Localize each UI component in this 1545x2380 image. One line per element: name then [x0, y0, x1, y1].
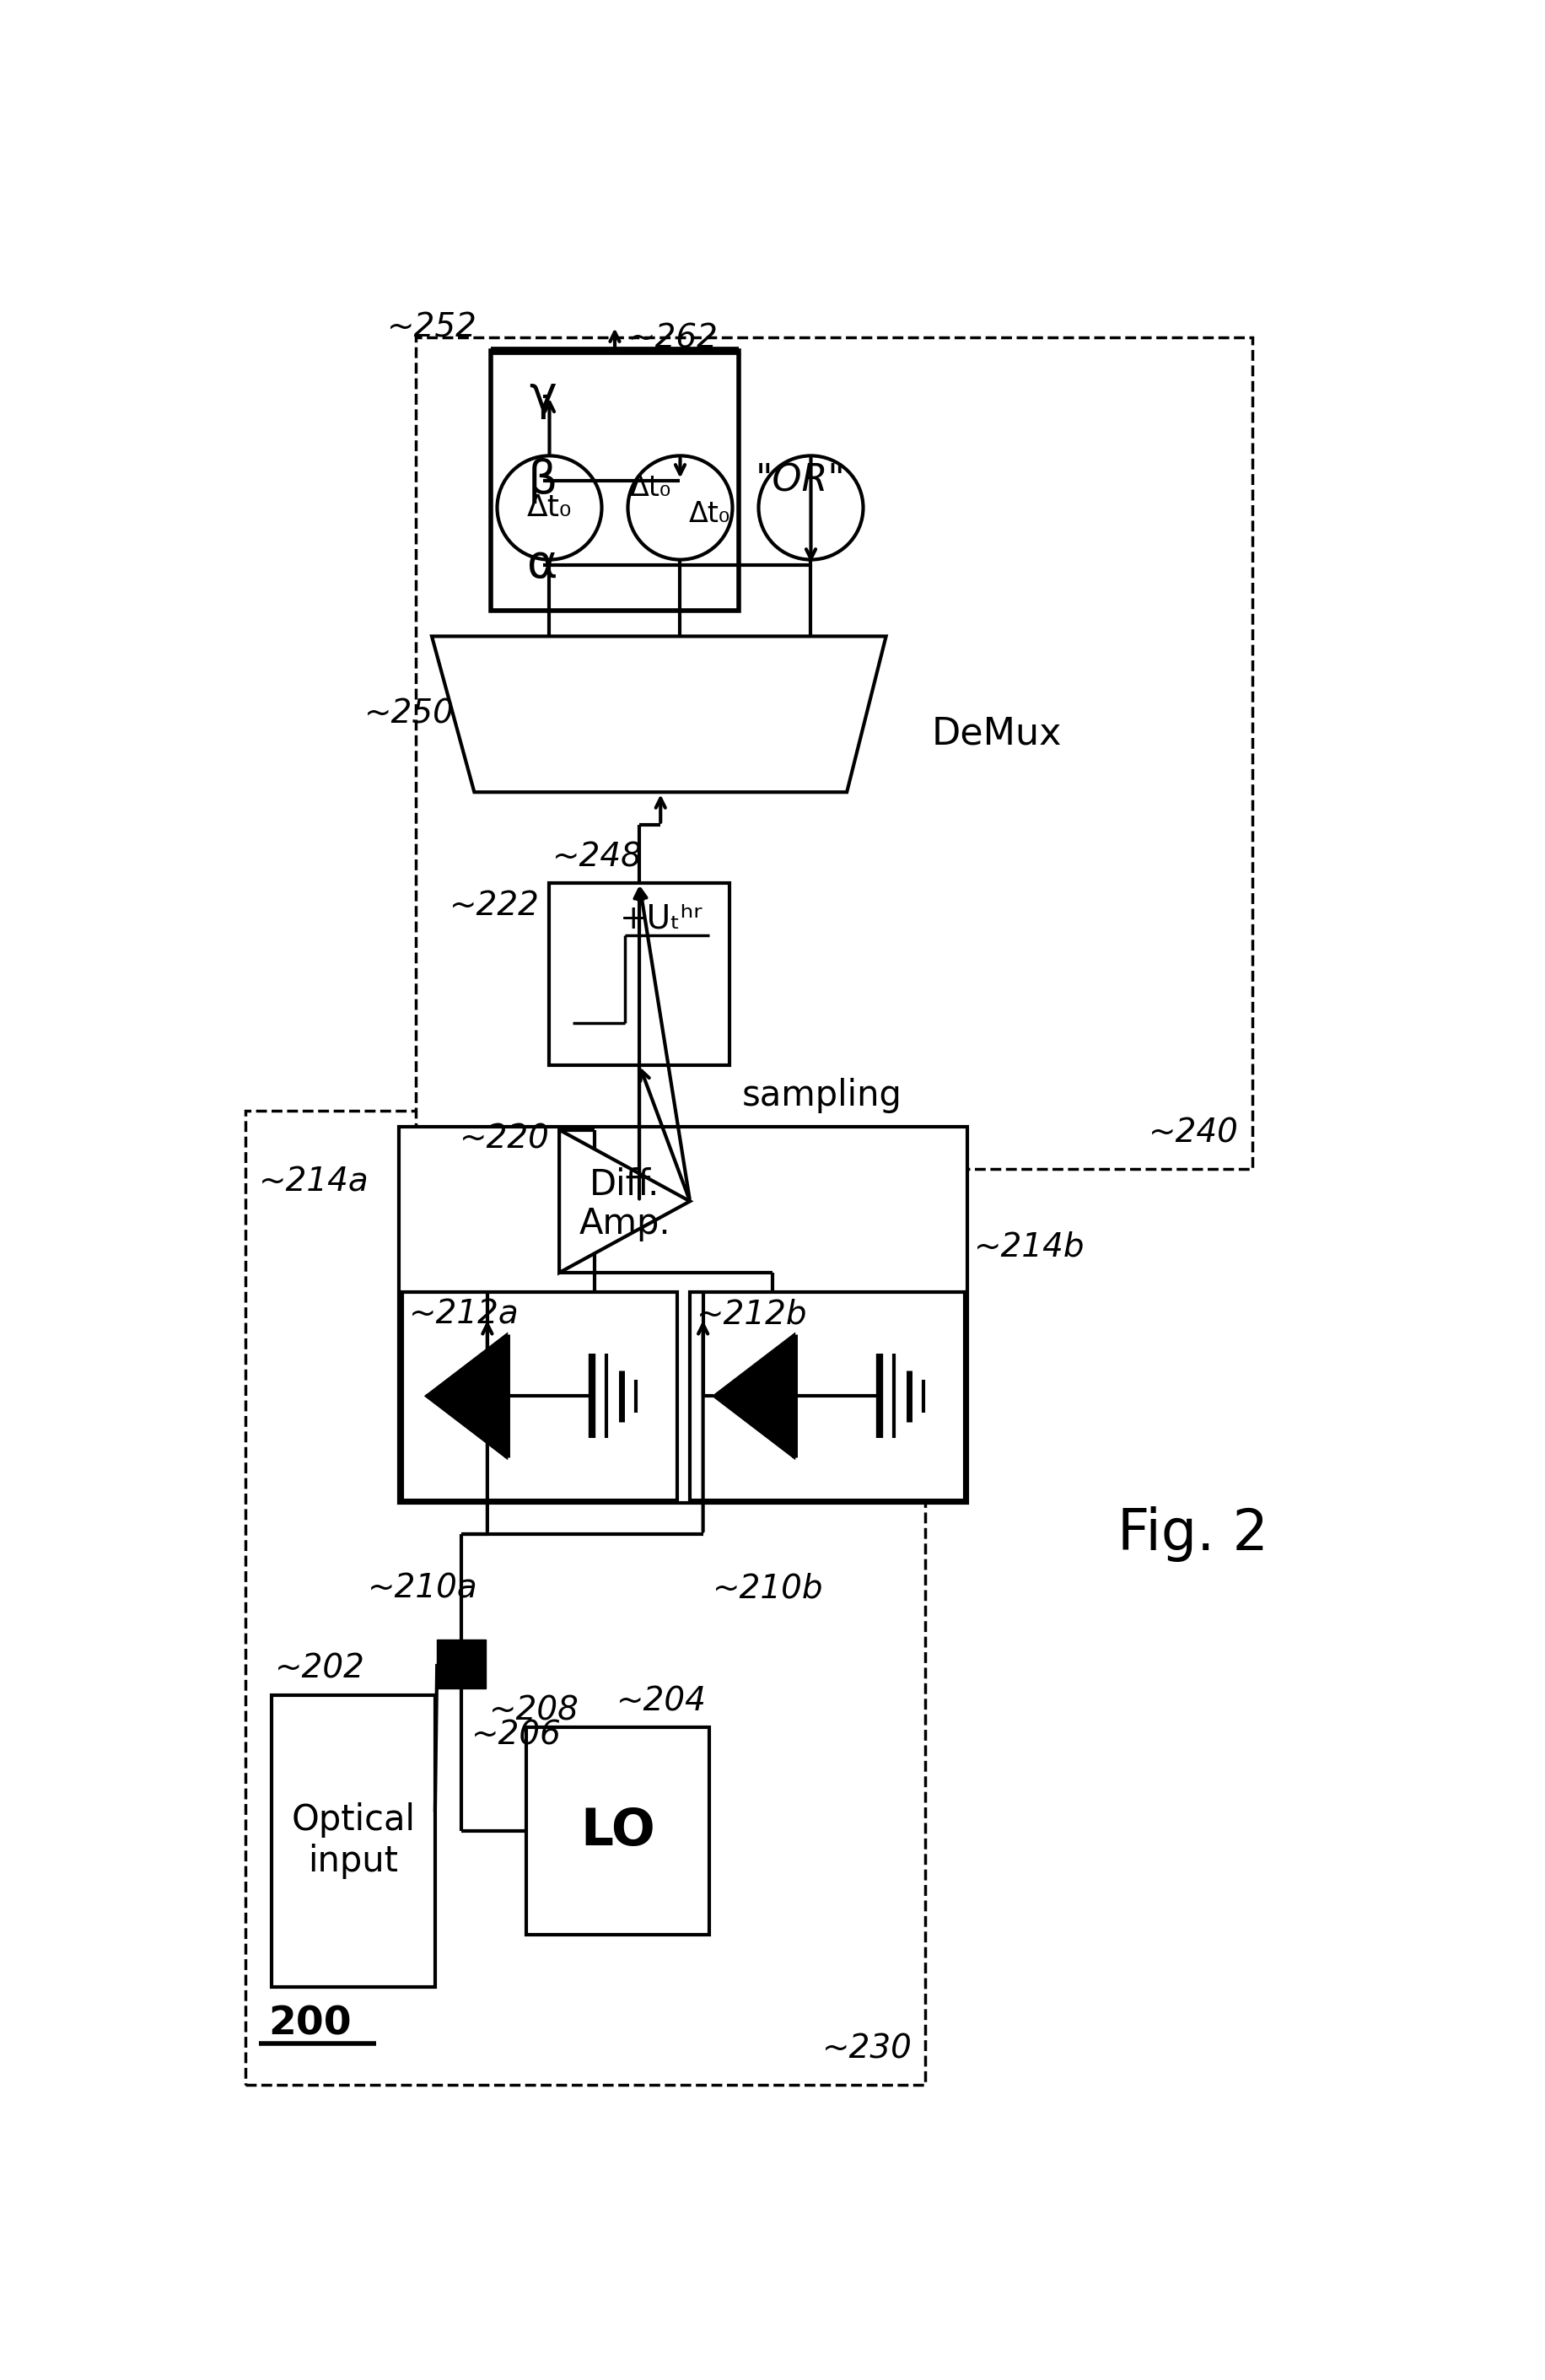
Text: ~250: ~250 [365, 697, 454, 731]
Text: ~252: ~252 [388, 312, 477, 345]
Polygon shape [431, 635, 885, 793]
Text: ~214b: ~214b [973, 1230, 1085, 1264]
Bar [272, 1695, 434, 1987]
Bar [548, 883, 729, 1064]
Text: ~230: ~230 [822, 2033, 912, 2066]
Text: Δt₀: Δt₀ [527, 493, 572, 521]
Text: γ: γ [528, 374, 556, 419]
Text: DeMux: DeMux [932, 716, 1061, 752]
Polygon shape [559, 1130, 689, 1273]
Bar [437, 1640, 485, 1687]
Text: ~208: ~208 [490, 1695, 579, 1728]
Bar [416, 338, 1251, 1169]
Text: ~262: ~262 [627, 324, 717, 355]
Circle shape [497, 455, 601, 559]
Text: LO: LO [581, 1806, 655, 1856]
Text: α: α [527, 543, 558, 588]
Text: ~204: ~204 [616, 1685, 706, 1718]
Text: β: β [528, 457, 558, 502]
Text: ~222: ~222 [450, 890, 539, 921]
Text: ~210a: ~210a [368, 1573, 477, 1604]
Text: Amp.: Amp. [578, 1207, 671, 1242]
Text: "OR": "OR" [756, 462, 845, 497]
Bar [402, 1292, 677, 1499]
Circle shape [627, 455, 732, 559]
Text: Δt₀: Δt₀ [689, 500, 729, 528]
Circle shape [759, 455, 862, 559]
Polygon shape [714, 1335, 794, 1459]
Polygon shape [426, 1335, 507, 1459]
Text: ~212a: ~212a [409, 1299, 519, 1330]
Text: ~214a: ~214a [258, 1166, 369, 1197]
Text: ~220: ~220 [459, 1123, 548, 1154]
Text: ~210b: ~210b [712, 1573, 823, 1604]
Text: Optical
input: Optical input [290, 1802, 416, 1880]
Text: sampling: sampling [742, 1078, 902, 1114]
Bar [399, 1126, 967, 1504]
Text: ~206: ~206 [471, 1718, 561, 1752]
Text: ~202: ~202 [275, 1654, 365, 1685]
Text: +Uₜʰʳ: +Uₜʰʳ [620, 902, 701, 935]
Bar [689, 1292, 964, 1499]
Bar [246, 1111, 925, 2085]
Text: ~212b: ~212b [697, 1299, 806, 1330]
Text: Fig. 2: Fig. 2 [1117, 1507, 1268, 1561]
Bar [527, 1728, 709, 1935]
Bar [490, 350, 739, 609]
Text: 200: 200 [269, 2004, 351, 2042]
Text: Δt₀: Δt₀ [630, 474, 671, 502]
Text: ~248: ~248 [553, 840, 643, 873]
Text: Diff.: Diff. [589, 1166, 660, 1202]
Text: ~240: ~240 [1148, 1116, 1238, 1150]
